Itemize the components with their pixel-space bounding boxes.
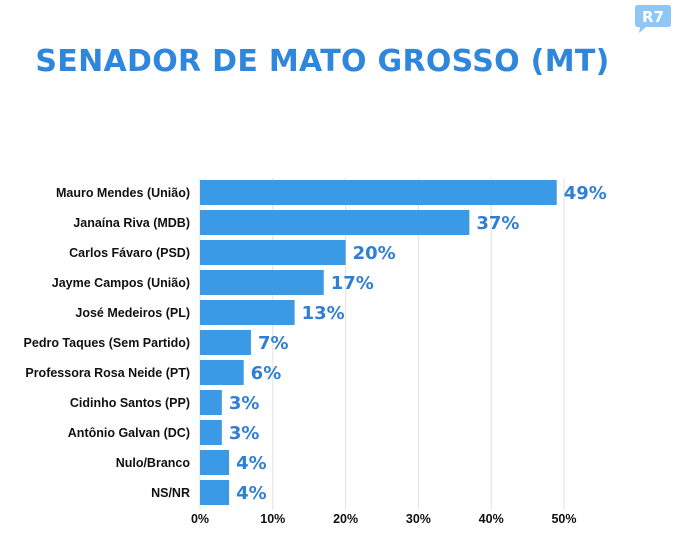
data-label: 13% [302,303,345,324]
data-label: 17% [331,273,374,294]
data-label: 20% [353,243,396,264]
category-label: Carlos Fávaro (PSD) [69,246,190,260]
x-tick-label: 30% [406,512,431,526]
bar [200,450,230,475]
data-label: 6% [251,363,282,384]
bar [200,420,222,445]
x-tick-label: 20% [333,512,358,526]
bar [200,240,346,265]
bar [200,180,557,205]
bar [200,270,324,295]
chart-title: SENADOR DE MATO GROSSO (MT) [35,44,610,79]
logo-text: R7 [642,8,664,26]
category-label: Cidinho Santos (PP) [70,396,190,410]
category-label: Janaína Riva (MDB) [73,216,190,230]
data-label: 37% [476,213,519,234]
bar [200,300,295,325]
category-label: José Medeiros (PL) [75,306,190,320]
data-label: 3% [229,393,260,414]
bars [200,180,557,505]
x-tick-labels: 0% 10% 20% 30% 40% 50% [191,512,577,526]
bar [200,390,222,415]
r7-logo-icon: R7 [635,5,671,33]
x-tick-label: 10% [260,512,285,526]
bar [200,480,230,505]
data-label: 7% [258,333,289,354]
category-label: Antônio Galvan (DC) [68,426,190,440]
x-tick-label: 0% [191,512,209,526]
data-label: 3% [229,423,260,444]
r7-logo: R7 [634,4,672,34]
data-label: 4% [236,453,267,474]
category-label: Pedro Taques (Sem Partido) [24,336,190,350]
data-label: 49% [564,183,607,204]
category-label: Nulo/Branco [116,456,191,470]
bar [200,330,251,355]
category-label: Jayme Campos (União) [52,276,190,290]
x-tick-label: 40% [479,512,504,526]
category-label: NS/NR [151,486,190,500]
bar [200,360,244,385]
data-labels: 49% 37% 20% 17% 13% 7% 6% 3% 3% 4% 4% [229,183,607,504]
category-labels: Mauro Mendes (União) Janaína Riva (MDB) Ca… [24,186,191,500]
category-label: Professora Rosa Neide (PT) [25,366,190,380]
bar [200,210,470,235]
category-label: Mauro Mendes (União) [56,186,190,200]
data-label: 4% [236,483,267,504]
x-tick-label: 50% [551,512,576,526]
